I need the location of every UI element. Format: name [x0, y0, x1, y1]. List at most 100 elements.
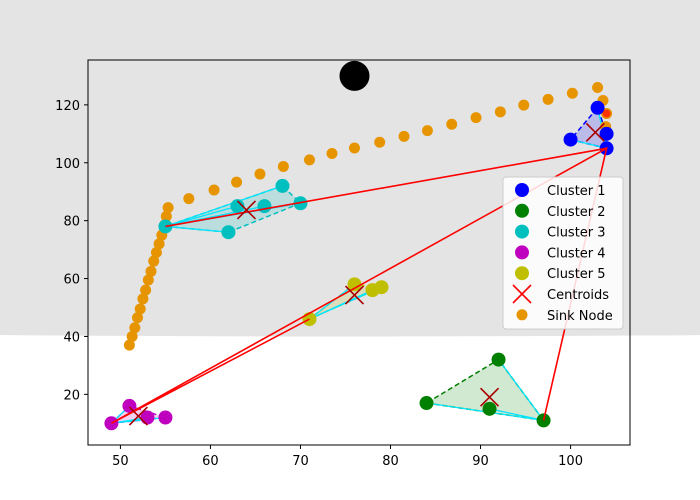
cluster-2-node-0	[419, 396, 434, 411]
legend-label: Cluster 5	[547, 267, 606, 282]
cluster-3-link-4	[165, 185, 283, 228]
x-tick-label: 80	[382, 454, 399, 469]
legend-entry-1: Cluster 1	[515, 183, 606, 199]
sink-path-point-15	[162, 202, 174, 214]
legend-marker-stroke-b	[512, 284, 532, 304]
legend-label: Cluster 2	[547, 205, 606, 220]
legend-marker	[515, 203, 529, 218]
y-tick-label: 100	[55, 157, 80, 172]
cluster-3-centroid	[236, 200, 257, 220]
sink-path-point-17	[208, 184, 220, 196]
legend-label: Cluster 3	[547, 226, 606, 241]
cluster-3-node-3	[257, 199, 272, 214]
cluster-3-link-2	[165, 205, 238, 228]
cluster-5-node-1	[347, 277, 362, 292]
y-tick-label: 60	[63, 273, 80, 288]
y-tick-label: 20	[63, 388, 80, 403]
sink-path-point-27	[446, 118, 458, 130]
legend-entry-5: Cluster 5	[515, 266, 606, 282]
cluster-3-node-2	[230, 199, 245, 214]
legend-marker	[515, 245, 529, 260]
cluster-1-node-2	[599, 126, 614, 141]
legend-label: Cluster 4	[547, 246, 606, 261]
cluster-2-node-1	[491, 352, 506, 367]
sink-path-point-2	[129, 322, 141, 334]
sink-path-point-25	[398, 130, 410, 142]
legend-entry-4: Cluster 4	[515, 245, 606, 261]
legend-entry-3: Cluster 3	[515, 224, 606, 241]
legend-marker	[516, 309, 528, 321]
centroid-stroke-b	[128, 406, 148, 426]
cluster-5-centroid	[344, 285, 365, 305]
cluster-5-node-3	[374, 280, 389, 295]
cluster-5-link-1	[309, 283, 355, 320]
axes: 50 60 70 80 90 100 20 40 60 80 100 120	[55, 60, 583, 469]
legend-marker	[515, 266, 529, 281]
sink-path-point-18	[231, 176, 243, 188]
cluster-1-node-0	[563, 132, 578, 147]
x-tick-label: 100	[558, 454, 583, 469]
legend-box	[502, 176, 624, 330]
cluster-2-node-2	[482, 401, 497, 416]
legend-entry-2: Cluster 2	[515, 203, 606, 220]
sink-path-point-4	[134, 303, 146, 315]
cluster-2-link-1	[498, 359, 545, 421]
plot-area	[104, 82, 614, 431]
sink-path-point-19	[254, 168, 266, 180]
sink-path-point-10	[150, 247, 162, 258]
sink-path-point-33	[592, 82, 604, 93]
cluster-2-link-2	[489, 408, 544, 422]
centroid-stroke-b	[585, 122, 605, 142]
sink-path-point-22	[326, 148, 338, 159]
sink-path-point-0	[123, 339, 135, 351]
legend-label: Centroids	[547, 288, 609, 303]
legend-entry-6: Centroids	[512, 284, 609, 304]
centroid-stroke-b	[236, 200, 257, 220]
cluster-4-centroid	[128, 406, 148, 426]
sink-current-position	[602, 109, 611, 118]
cluster-1-centroid	[585, 122, 605, 142]
y-tick-label: 80	[63, 215, 80, 230]
sink-path-point-11	[153, 238, 165, 250]
sink-path-point-26	[421, 125, 433, 137]
cluster-2-centroid	[479, 387, 500, 407]
cluster-3-node-4	[275, 178, 290, 193]
legend-label: Cluster 1	[547, 184, 606, 199]
legend-marker	[515, 183, 529, 197]
sink-path-point-20	[277, 161, 289, 173]
cluster-3-node-1	[221, 225, 236, 240]
legend-marker	[515, 224, 529, 239]
y-tick-label: 120	[55, 99, 80, 114]
legend-entry-7: Sink Node	[516, 309, 613, 324]
y-tick-label: 40	[63, 330, 80, 345]
legend-label: Sink Node	[547, 309, 613, 324]
sink-path-point-31	[542, 93, 554, 105]
sink-path-point-30	[518, 99, 530, 111]
legend: Cluster 1 Cluster 2 Cluster 3 Cluster 4 Clus…	[502, 176, 624, 330]
sink-path-point-28	[470, 112, 482, 124]
centroid-stroke-b	[344, 285, 365, 305]
sink-path-point-9	[148, 255, 160, 267]
sink-path-point-24	[374, 136, 386, 148]
plot-frame	[87, 59, 631, 446]
sink-path-point-23	[348, 142, 360, 154]
x-tick-label: 70	[292, 454, 309, 469]
cluster-4-link-3	[111, 416, 166, 424]
sink-path-point-14	[160, 210, 172, 222]
cluster-3-link-1	[165, 225, 229, 233]
sink-path-point-7	[142, 274, 154, 286]
sink-path-point-21	[303, 154, 315, 166]
sink-path-point-32	[566, 87, 578, 99]
centroid-stroke-b	[479, 387, 500, 407]
x-tick-label: 60	[202, 454, 219, 469]
sink-path-point-5	[137, 293, 149, 305]
x-tick-label: 90	[472, 454, 489, 469]
sink-path-point-1	[126, 330, 138, 342]
sink-path-point-6	[140, 284, 152, 296]
base-station	[339, 60, 370, 91]
cluster-1-node-1	[590, 100, 605, 115]
sink-path-point-8	[145, 265, 157, 277]
sink-path-point-16	[183, 193, 195, 205]
sink-path-point-29	[494, 106, 506, 118]
